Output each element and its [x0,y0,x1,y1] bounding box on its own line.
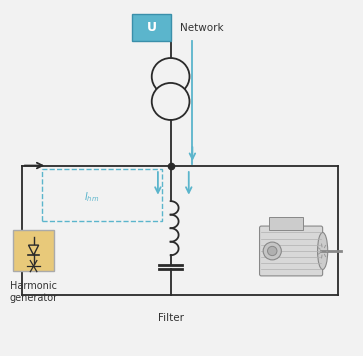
Text: U: U [147,21,156,34]
Circle shape [152,83,189,120]
Text: Filter: Filter [158,313,184,323]
FancyBboxPatch shape [260,226,323,276]
Ellipse shape [318,232,328,269]
Text: Network: Network [180,22,223,33]
Polygon shape [28,245,39,255]
Text: $I_{hm}$: $I_{hm}$ [85,190,100,204]
Text: Harmonic
generator: Harmonic generator [9,281,58,303]
Circle shape [263,242,281,260]
Circle shape [152,58,189,95]
Circle shape [268,246,277,256]
FancyBboxPatch shape [132,14,171,41]
FancyBboxPatch shape [13,230,54,271]
FancyBboxPatch shape [269,217,303,230]
